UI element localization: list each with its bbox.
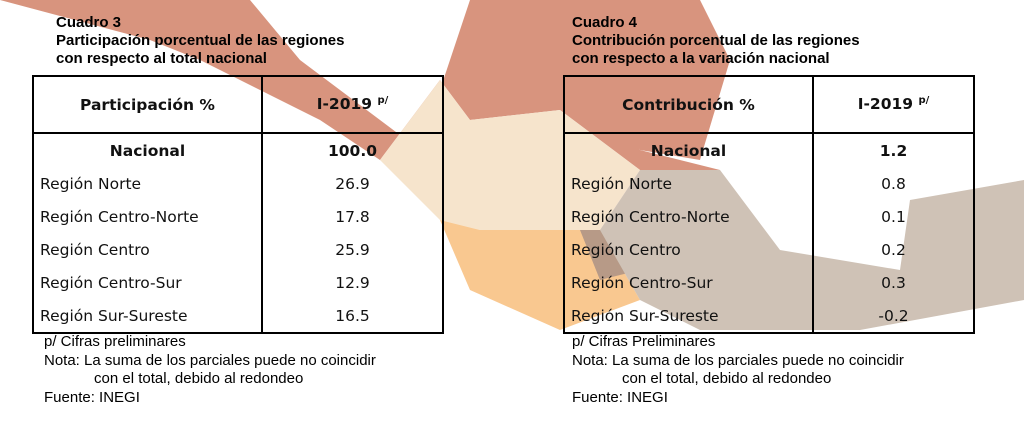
region-cell: Región Centro-Norte [571, 207, 730, 226]
value-cell: 0.8 [812, 167, 974, 200]
note-line: con el total, debido al redondeo [94, 370, 304, 387]
title-line: con respecto a la variación nacional [572, 50, 830, 67]
region-cell: Región Sur-Sureste [40, 306, 188, 325]
title: Cuadro 3 Participación porcentual de las… [56, 14, 344, 68]
region-cell: Nacional [650, 141, 727, 160]
title-line: con respecto al total nacional [56, 50, 267, 67]
region-cell: Región Centro [40, 240, 150, 259]
value-cell: 0.3 [812, 266, 974, 299]
header-row: Contribución % I-2019 p/ [564, 76, 974, 134]
region-norte [0, 0, 720, 170]
note-line: p/ Cifras Preliminares [572, 333, 716, 350]
value-cell: 26.9 [261, 167, 443, 200]
table-row: Región Centro-Norte 17.8 [33, 200, 443, 233]
region-cell: Región Centro [571, 240, 681, 259]
table: Participación % I-2019 p/Nacional 100.0 Reg… [32, 75, 444, 334]
table-row: Región Centro 25.9 [33, 233, 443, 266]
region-cell: Región Norte [571, 174, 673, 193]
title-line: Cuadro 4 [572, 14, 638, 31]
table-row: Nacional 100.0 [33, 133, 443, 167]
header-cell: Contribución % [564, 76, 813, 134]
note-line: con el total, debido al redondeo [622, 370, 832, 387]
header-superscript: p/ [918, 95, 930, 107]
value-cell: 0.1 [812, 200, 974, 233]
title-line: Contribución porcentual de las regiones [572, 32, 860, 49]
value-cell: 0.2 [812, 233, 974, 266]
note-line: Fuente: INEGI [44, 388, 140, 406]
table-row: Región Sur-Sureste 16.5 [33, 299, 443, 333]
header-superscript: p/ [377, 95, 389, 107]
value-cell: 12.9 [261, 266, 443, 299]
header-row: Participación % I-2019 p/ [33, 76, 443, 134]
notes: p/ Cifras Preliminares Nota: La suma de l… [572, 333, 904, 407]
value-cell: 25.9 [261, 233, 443, 266]
header-cell: I-2019 p/ [261, 76, 443, 134]
table-row: Región Centro-Norte 0.1 [564, 200, 974, 233]
header-text: I-2019 [316, 95, 373, 114]
header-text: I-2019 [857, 95, 914, 114]
note-line: Nota: La suma de los parciales puede no … [572, 351, 904, 369]
table-row: Región Centro-Sur 12.9 [33, 266, 443, 299]
title-line: Participación porcentual de las regiones [56, 32, 345, 49]
region-centro-norte [380, 80, 640, 230]
table-row: Región Sur-Sureste -0.2 [564, 299, 974, 333]
value-cell: 17.8 [261, 200, 443, 233]
note-line: Nota: La suma de los parciales puede no … [44, 351, 376, 369]
value-cell: -0.2 [812, 299, 974, 333]
value-cell: 100.0 [261, 133, 443, 167]
region-cell: Región Norte [40, 174, 142, 193]
table-row: Región Centro 0.2 [564, 233, 974, 266]
header-cell: Participación % [33, 76, 262, 134]
value-cell: 1.2 [812, 133, 974, 167]
note-line: p/ Cifras preliminares [44, 333, 186, 350]
table-row: Nacional 1.2 [564, 133, 974, 167]
header-cell: I-2019 p/ [812, 76, 974, 134]
table-row: Región Norte 0.8 [564, 167, 974, 200]
region-cell: Región Centro-Sur [40, 273, 182, 292]
title: Cuadro 4 Contribución porcentual de las … [572, 14, 860, 68]
table: Contribución % I-2019 p/Nacional 1.2 Región… [563, 75, 975, 334]
note-line: Fuente: INEGI [572, 388, 668, 406]
region-cell: Región Sur-Sureste [571, 306, 719, 325]
value-cell: 16.5 [261, 299, 443, 333]
region-cell: Nacional [109, 141, 186, 160]
title-line: Cuadro 3 [56, 14, 122, 31]
table-row: Región Centro-Sur 0.3 [564, 266, 974, 299]
region-cell: Región Centro-Sur [571, 273, 713, 292]
notes: p/ Cifras preliminares Nota: La suma de l… [44, 333, 376, 407]
table-row: Región Norte 26.9 [33, 167, 443, 200]
region-cell: Región Centro-Norte [40, 207, 199, 226]
